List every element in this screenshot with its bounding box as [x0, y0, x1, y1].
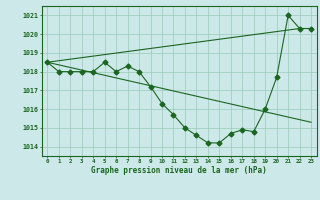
- X-axis label: Graphe pression niveau de la mer (hPa): Graphe pression niveau de la mer (hPa): [91, 166, 267, 175]
